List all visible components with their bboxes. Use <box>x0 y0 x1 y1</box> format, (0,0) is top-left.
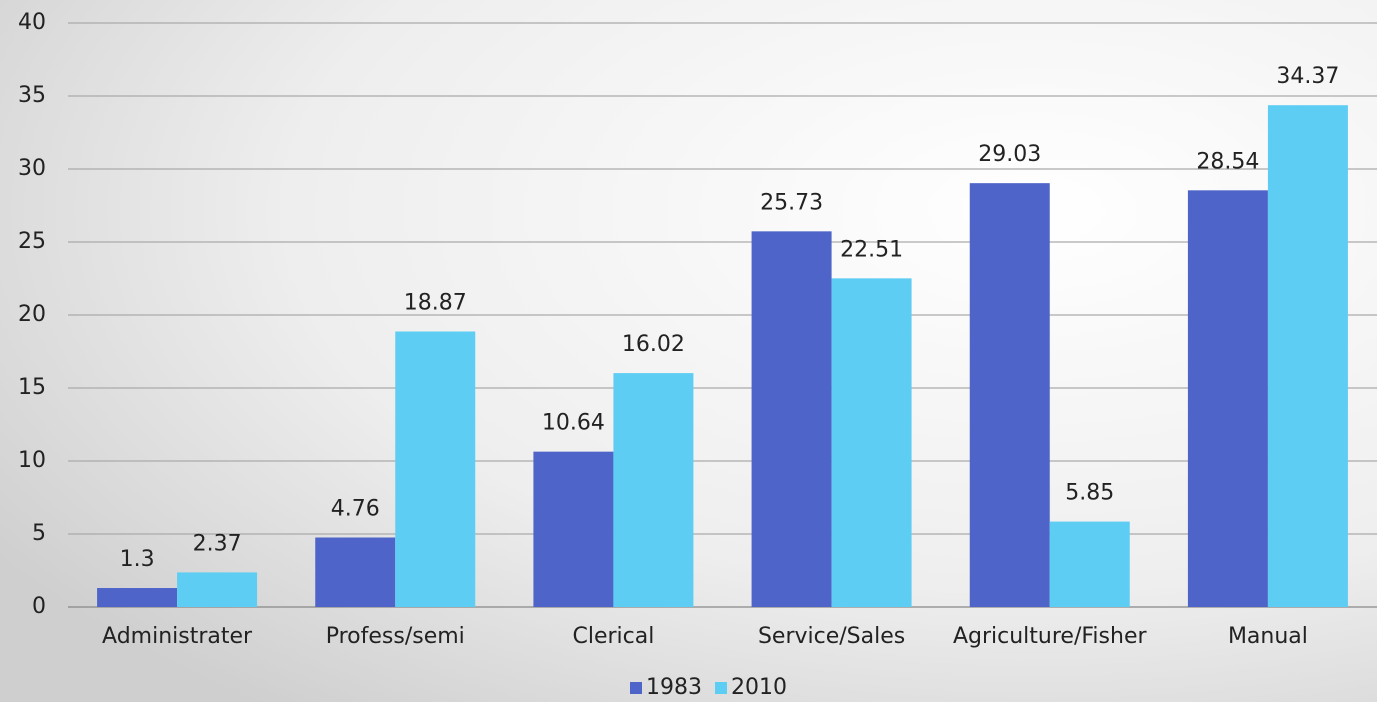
data-label: 29.03 <box>978 142 1041 167</box>
x-tick-label: Clerical <box>572 624 654 649</box>
y-tick-label: 40 <box>18 10 46 35</box>
data-label: 16.02 <box>622 332 685 357</box>
x-tick-label: Profess/semi <box>326 624 465 649</box>
y-tick-label: 20 <box>18 302 46 327</box>
x-tick-label: Service/Sales <box>758 624 905 649</box>
data-label: 25.73 <box>760 190 823 215</box>
bar <box>1049 521 1130 607</box>
bar <box>97 588 178 607</box>
data-label: 28.54 <box>1196 149 1259 174</box>
data-label: 10.64 <box>542 411 605 436</box>
y-tick-label: 35 <box>18 83 46 108</box>
legend-swatch <box>715 682 727 694</box>
data-label: 1.3 <box>120 547 155 572</box>
data-label: 18.87 <box>404 290 467 315</box>
bar <box>831 278 912 607</box>
bar <box>533 451 614 607</box>
bar <box>969 183 1050 608</box>
y-tick-label: 0 <box>32 594 46 619</box>
bar <box>315 537 396 607</box>
data-label: 2.37 <box>193 531 242 556</box>
data-label: 34.37 <box>1276 64 1339 89</box>
y-tick-label: 30 <box>18 156 46 181</box>
bar <box>751 231 832 608</box>
legend-label: 1983 <box>646 675 702 700</box>
y-tick-label: 15 <box>18 375 46 400</box>
x-tick-label: Agriculture/Fisher <box>953 624 1148 649</box>
data-label: 22.51 <box>840 237 903 262</box>
bar <box>1267 105 1348 607</box>
x-tick-label: Administrater <box>102 624 253 649</box>
x-tick-label: Manual <box>1228 624 1308 649</box>
bar <box>177 572 258 607</box>
bar <box>395 331 476 607</box>
y-tick-label: 5 <box>32 521 46 546</box>
bar <box>613 373 694 607</box>
bar <box>1187 190 1268 608</box>
y-tick-label: 10 <box>18 448 46 473</box>
y-tick-label: 25 <box>18 229 46 254</box>
data-label: 4.76 <box>331 497 380 522</box>
data-label: 5.85 <box>1065 481 1114 506</box>
legend-label: 2010 <box>731 675 787 700</box>
legend-swatch <box>630 682 642 694</box>
